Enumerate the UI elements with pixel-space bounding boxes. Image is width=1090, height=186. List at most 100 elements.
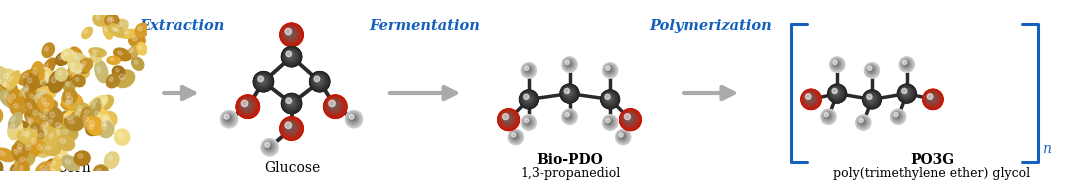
Ellipse shape [37,111,51,121]
Ellipse shape [81,65,84,68]
Circle shape [523,117,533,127]
Circle shape [608,68,610,71]
Circle shape [524,95,532,102]
Circle shape [511,132,520,141]
Circle shape [620,110,640,129]
Circle shape [803,92,818,106]
Circle shape [566,113,572,119]
Circle shape [824,112,832,120]
Circle shape [523,117,533,127]
Circle shape [289,126,291,128]
Ellipse shape [14,149,17,154]
Circle shape [619,109,641,131]
Circle shape [281,118,302,139]
Circle shape [239,98,256,115]
Circle shape [804,92,816,105]
Circle shape [903,61,909,67]
Circle shape [347,112,361,126]
Circle shape [824,113,832,120]
Circle shape [900,58,913,71]
Circle shape [565,89,572,97]
Circle shape [560,84,579,103]
Circle shape [623,113,635,125]
Circle shape [931,97,933,99]
Circle shape [823,111,834,122]
Circle shape [265,142,274,151]
Circle shape [349,114,358,123]
Circle shape [524,118,532,126]
Ellipse shape [96,95,113,111]
Circle shape [283,95,299,111]
Ellipse shape [93,53,96,57]
Circle shape [286,123,295,133]
Circle shape [567,61,571,66]
Circle shape [504,115,511,122]
Circle shape [901,59,911,69]
Circle shape [244,103,249,107]
Circle shape [865,64,879,77]
Circle shape [803,91,819,107]
Circle shape [312,74,327,89]
Circle shape [245,104,247,107]
Circle shape [900,87,912,99]
Ellipse shape [112,27,117,31]
Ellipse shape [62,97,77,111]
Circle shape [525,67,531,73]
Circle shape [867,94,876,103]
Circle shape [604,65,616,76]
Circle shape [288,100,292,105]
Circle shape [564,111,574,122]
Circle shape [861,120,864,123]
Circle shape [867,94,875,103]
Circle shape [564,58,576,70]
Circle shape [926,93,937,104]
Circle shape [287,98,295,107]
Circle shape [562,110,576,123]
Circle shape [858,118,868,127]
Circle shape [625,114,634,123]
Ellipse shape [27,103,32,109]
Circle shape [617,131,629,143]
Circle shape [620,109,641,130]
Circle shape [905,91,907,94]
Circle shape [868,65,876,74]
Ellipse shape [58,126,77,141]
Circle shape [565,88,570,94]
Circle shape [287,30,294,38]
Circle shape [282,26,300,43]
Circle shape [564,111,574,122]
Circle shape [286,123,295,132]
Circle shape [618,132,628,142]
Circle shape [566,113,572,119]
Circle shape [509,131,522,143]
Circle shape [502,113,513,124]
Circle shape [828,85,846,102]
Circle shape [523,94,533,104]
Circle shape [901,59,911,70]
Circle shape [566,90,571,95]
Circle shape [628,117,630,119]
Circle shape [313,75,326,88]
Circle shape [608,68,610,70]
Ellipse shape [3,73,9,79]
Circle shape [315,77,322,84]
Circle shape [899,86,913,101]
Circle shape [809,97,811,99]
Ellipse shape [0,73,9,92]
Circle shape [606,95,613,102]
Circle shape [289,32,291,34]
Circle shape [607,120,611,124]
Ellipse shape [84,110,89,114]
Circle shape [264,142,275,152]
Circle shape [619,133,626,140]
Circle shape [619,134,626,139]
Circle shape [869,67,874,72]
Circle shape [835,63,837,64]
Circle shape [628,118,630,119]
Circle shape [526,68,530,71]
Circle shape [863,91,880,107]
Circle shape [326,97,344,116]
Circle shape [808,96,812,100]
Ellipse shape [23,84,35,99]
Circle shape [567,114,570,117]
